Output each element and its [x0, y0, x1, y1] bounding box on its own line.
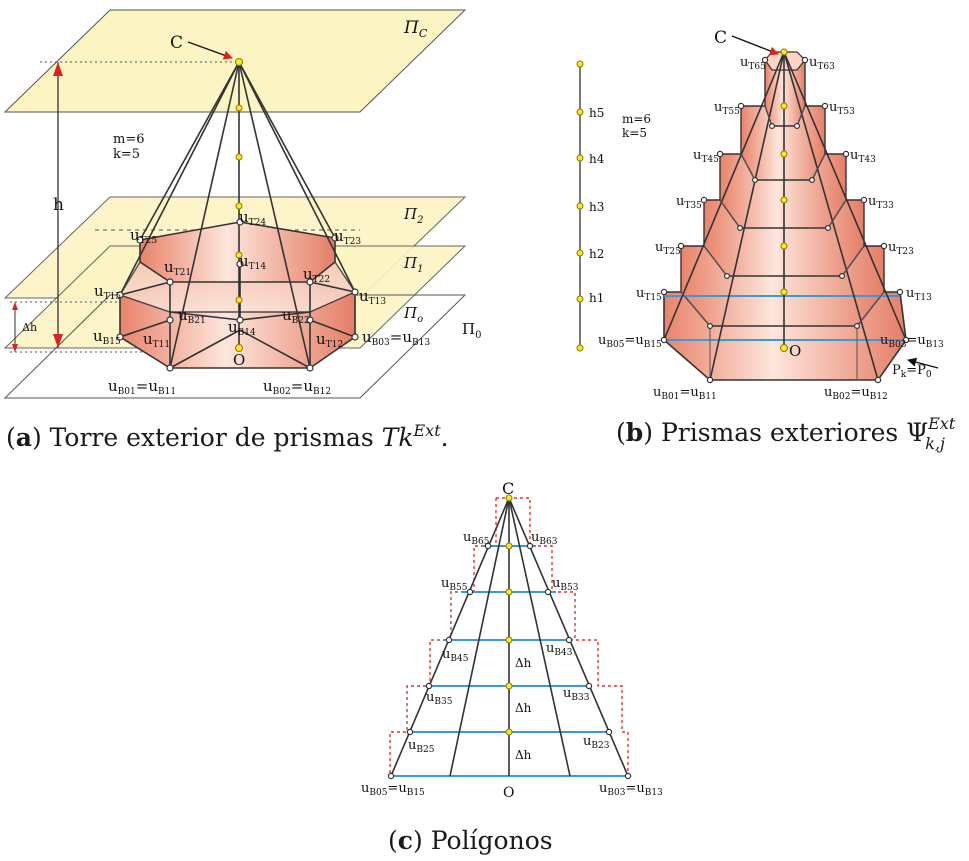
svg-text:uB05=uB15: uB05=uB15: [361, 781, 425, 798]
svg-text:uB25: uB25: [408, 738, 435, 755]
svg-text:uT23: uT23: [888, 240, 914, 257]
plane-pc-label: Π: [403, 18, 420, 38]
svg-text:uT33: uT33: [868, 194, 894, 211]
caption-c: (c) Polígonos: [388, 826, 553, 855]
svg-text:Pk=P0: Pk=P0: [892, 363, 932, 380]
svg-text:uB55: uB55: [441, 576, 468, 593]
m-label-a: m=6: [113, 132, 145, 147]
svg-text:uB43: uB43: [546, 641, 573, 658]
dh-label-c1: Δh: [515, 656, 532, 670]
pi0-label: Π: [462, 320, 475, 338]
dh-label-a: Δh: [22, 321, 37, 334]
svg-text:uT13: uT13: [906, 286, 932, 303]
panel-c: C O Δh Δh Δh uB65 uB63 uB55 uB53 uB45 uB…: [361, 479, 663, 801]
panel-b: h5 h4 h3 h2 h1 m=6 k=5: [576, 28, 944, 402]
c-label-c: C: [502, 479, 514, 498]
plane-p2-label: Π: [403, 205, 418, 223]
svg-text:uB35: uB35: [426, 690, 453, 707]
plane-po-label: Π: [403, 304, 418, 322]
caption-a: (a) Torre exterior de prismas TkExt.: [6, 421, 449, 452]
svg-text:uT25: uT25: [655, 240, 681, 257]
k-label-a: k=5: [113, 147, 140, 162]
plane-p1-label: Π: [403, 254, 418, 272]
h4-label: h4: [589, 152, 605, 166]
m-label-b: m=6: [622, 112, 651, 126]
svg-text:uT45: uT45: [693, 148, 719, 165]
svg-text:uB01=uB11: uB01=uB11: [653, 385, 717, 402]
svg-text:uT63: uT63: [809, 55, 835, 72]
o-label-b: O: [789, 342, 801, 360]
svg-text:uT35: uT35: [676, 194, 702, 211]
svg-text:Πo: Πo: [403, 304, 423, 325]
h1-label: h1: [589, 291, 604, 305]
svg-text:uB01=uB11: uB01=uB11: [108, 377, 176, 397]
dh-label-c2: Δh: [515, 701, 532, 715]
svg-text:uB05=uB15: uB05=uB15: [598, 333, 662, 350]
svg-text:Π1: Π1: [403, 254, 423, 275]
svg-text:uT53: uT53: [829, 100, 855, 117]
svg-text:uT55: uT55: [714, 100, 740, 117]
c-label-b: C: [714, 28, 727, 48]
h-label: h: [53, 195, 64, 215]
svg-text:uT65: uT65: [740, 55, 766, 72]
svg-text:uB03=uB13: uB03=uB13: [599, 781, 663, 798]
h5-label: h5: [589, 106, 604, 120]
c-label-a: C: [170, 33, 183, 53]
svg-text:uB33: uB33: [563, 686, 590, 703]
svg-text:uB53: uB53: [552, 576, 579, 593]
svg-text:uB65: uB65: [463, 530, 490, 547]
plane-pc: [3, 9, 467, 113]
panel-a: ΠC Π2 Π1 Πo Π0 C m=6 k=5 h Δh O uT24 uT2…: [3, 9, 481, 399]
h3-label: h3: [589, 200, 604, 214]
h2-label: h2: [589, 247, 604, 261]
o-label-c: O: [503, 785, 514, 801]
svg-text:uB02=uB12: uB02=uB12: [263, 377, 331, 397]
svg-text:Π0: Π0: [462, 320, 481, 341]
svg-text:uB02=uB12: uB02=uB12: [824, 385, 888, 402]
caption-b: (b) Prismas exteriores ΨExt k,j: [616, 414, 956, 453]
svg-text:uB45: uB45: [442, 647, 469, 664]
svg-text:ΠC: ΠC: [403, 18, 428, 40]
svg-text:uB63: uB63: [531, 530, 558, 547]
dh-label-c3: Δh: [515, 748, 532, 762]
svg-text:uT43: uT43: [850, 148, 876, 165]
o-label-a: O: [233, 351, 245, 369]
svg-text:Π2: Π2: [403, 205, 423, 226]
k-label-b: k=5: [622, 126, 647, 140]
svg-text:uT15: uT15: [636, 286, 662, 303]
svg-text:uB23: uB23: [583, 734, 610, 751]
